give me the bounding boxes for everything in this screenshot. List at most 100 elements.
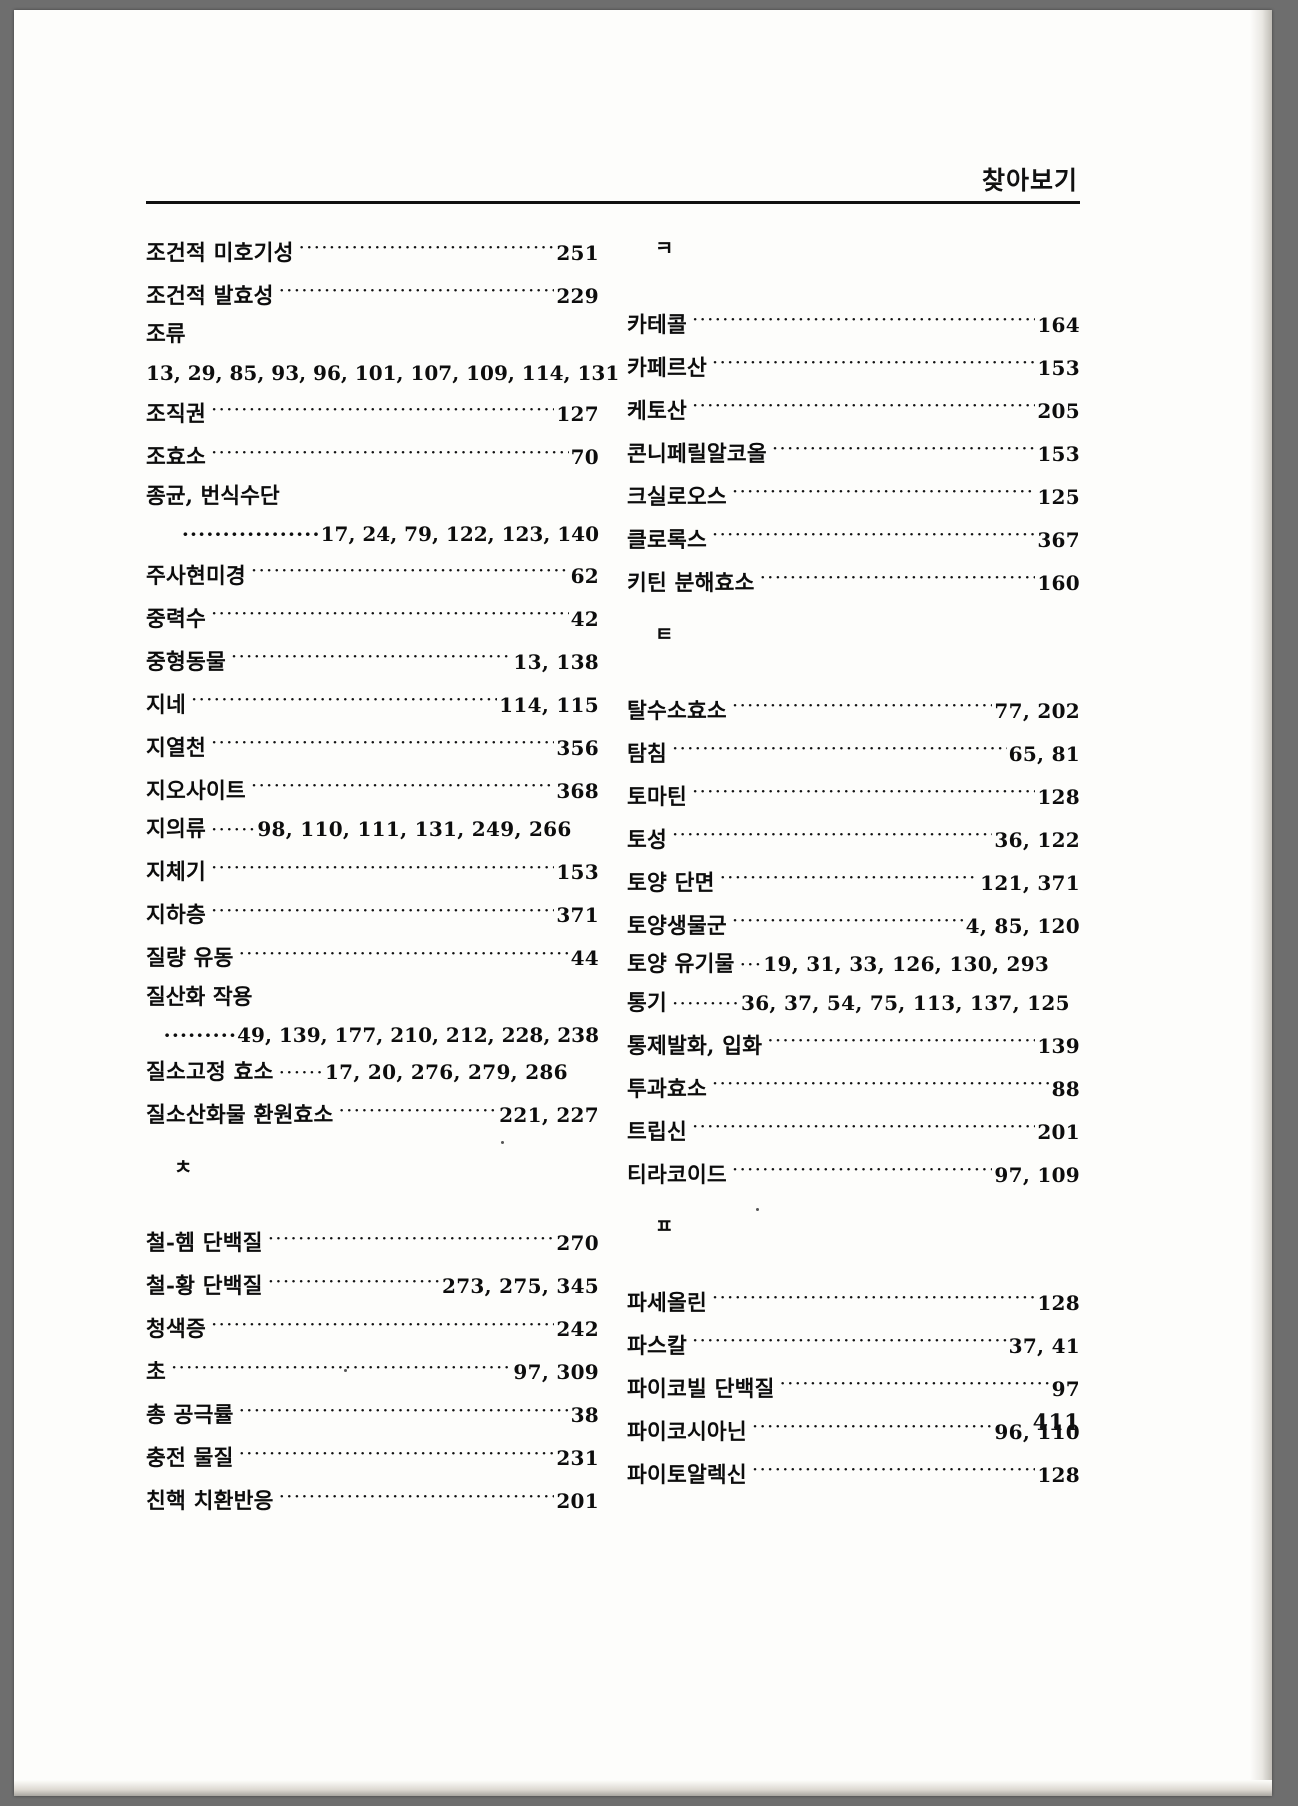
index-entry-pages: 368 bbox=[556, 778, 599, 803]
stray-speck bbox=[756, 1208, 759, 1211]
header-rule bbox=[146, 201, 1080, 205]
index-entry[interactable]: 탐침 65, 81 bbox=[627, 739, 1080, 765]
index-entry[interactable]: 지열천 356 bbox=[146, 733, 599, 759]
index-entry[interactable]: 중력수 42 bbox=[146, 604, 599, 630]
index-entry[interactable]: 토양생물군 4, 85, 120 bbox=[627, 911, 1080, 937]
index-entry[interactable]: 철-헴 단백질 270 bbox=[146, 1229, 599, 1255]
index-entry-pages: 36, 37, 54, 75, 113, 137, 125 bbox=[741, 990, 1070, 1015]
index-entry-pages: 88 bbox=[1051, 1076, 1080, 1101]
dot-leader bbox=[211, 858, 554, 880]
index-entry-pages: 97, 109 bbox=[994, 1162, 1080, 1187]
index-entry[interactable]: 지네 114, 115 bbox=[146, 690, 599, 716]
index-entry[interactable]: 초 97, 309 bbox=[146, 1358, 599, 1384]
dot-leader bbox=[279, 1487, 555, 1509]
index-entry[interactable]: 파이코시아닌 96, 110 bbox=[627, 1417, 1080, 1443]
index-entry[interactable]: 청색증 242 bbox=[146, 1315, 599, 1341]
index-entry-pages: 231 bbox=[556, 1446, 599, 1470]
dot-leader bbox=[239, 1444, 555, 1466]
dot-leader bbox=[767, 1031, 1035, 1053]
index-entry[interactable]: 조건적 발효성 229 bbox=[146, 281, 599, 307]
index-entry[interactable]: 콘니페릴알코올 153 bbox=[627, 439, 1080, 465]
index-entry[interactable]: 케토산 205 bbox=[627, 396, 1080, 422]
dot-leader: ······ bbox=[210, 817, 257, 841]
dot-leader bbox=[239, 1401, 569, 1423]
index-entry-pages: 160 bbox=[1037, 570, 1080, 595]
index-entry[interactable]: 조직권 127 bbox=[146, 400, 599, 426]
index-entry-pages: 65, 81 bbox=[1008, 741, 1080, 766]
index-entry[interactable]: 주사현미경 62 bbox=[146, 561, 599, 587]
dot-leader bbox=[211, 901, 554, 923]
index-entry-term: 카테콜 bbox=[627, 312, 687, 338]
index-entry[interactable]: 토양 유기물 ··· 19, 31, 33, 126, 130, 293 bbox=[627, 954, 1080, 976]
dot-leader: ··· bbox=[739, 952, 763, 976]
index-entry-term: 파세올린 bbox=[627, 1290, 707, 1316]
index-entry[interactable]: 파이토알렉신 128 bbox=[627, 1460, 1080, 1486]
index-entry-pages: 96, 110 bbox=[994, 1419, 1080, 1444]
index-entry[interactable]: 친핵 치환반응 201 bbox=[146, 1487, 599, 1513]
index-entry[interactable]: 지체기 153 bbox=[146, 858, 599, 884]
index-entry[interactable]: 중형동물 13, 138 bbox=[146, 647, 599, 673]
dot-leader bbox=[231, 647, 511, 669]
index-entry-term: 콘니페릴알코올 bbox=[627, 441, 767, 467]
index-entry-pages: 242 bbox=[556, 1317, 599, 1341]
paper-edge-bottom bbox=[14, 1780, 1272, 1796]
index-entry[interactable]: 카테콜 164 bbox=[627, 310, 1080, 336]
index-entry-term: 통기 bbox=[627, 990, 667, 1016]
index-entry[interactable]: 크실로오스 125 bbox=[627, 482, 1080, 508]
index-entry-term: 지오사이트 bbox=[146, 778, 246, 804]
index-entry-term: 토양 유기물 bbox=[627, 952, 735, 977]
dot-leader: ········· bbox=[163, 1023, 238, 1047]
index-entry[interactable]: 질소고정 효소 ······ 17, 20, 276, 279, 286 bbox=[146, 1062, 599, 1084]
index-entry[interactable]: 지의류 ······ 98, 110, 111, 131, 249, 266 bbox=[146, 819, 599, 841]
index-column-left: 조건적 미호기성 251 조건적 발효성 229 조류 13, 29, 85, 93, 9… bbox=[146, 238, 619, 1530]
index-entry[interactable]: 파세올린 128 bbox=[627, 1288, 1080, 1314]
index-entry-pages: 153 bbox=[556, 860, 599, 884]
index-entry[interactable]: 티라코이드 97, 109 bbox=[627, 1160, 1080, 1186]
index-entry-pages: 153 bbox=[1037, 355, 1080, 380]
index-entry-term: 중형동물 bbox=[146, 649, 226, 675]
index-entry[interactable]: 파스칼 37, 41 bbox=[627, 1331, 1080, 1357]
index-entry[interactable]: 클로록스 367 bbox=[627, 525, 1080, 551]
index-entry[interactable]: 충전 물질 231 bbox=[146, 1444, 599, 1470]
dot-leader bbox=[712, 1074, 1050, 1096]
index-entry[interactable]: 키틴 분해효소 160 bbox=[627, 568, 1080, 594]
index-entry[interactable]: 토양 단면 121, 371 bbox=[627, 868, 1080, 894]
index-entry-pages: 13, 138 bbox=[513, 649, 599, 674]
index-entry-term: 친핵 치환반응 bbox=[146, 1489, 274, 1514]
dot-leader bbox=[720, 868, 979, 890]
index-entry-pages: 44 bbox=[570, 946, 599, 970]
index-term-heading: 질산화 작용 bbox=[146, 984, 253, 1010]
index-entry[interactable]: 파이코빌 단백질 97 bbox=[627, 1374, 1080, 1400]
index-entry[interactable]: 투과효소 88 bbox=[627, 1074, 1080, 1100]
index-entry-term: 지의류 bbox=[146, 817, 206, 842]
index-entry[interactable]: 토성 36, 122 bbox=[627, 825, 1080, 851]
index-entry[interactable]: 트립신 201 bbox=[627, 1117, 1080, 1143]
index-entry[interactable]: 철-황 단백질 273, 275, 345 bbox=[146, 1272, 599, 1298]
index-entry[interactable]: 토마틴 128 bbox=[627, 782, 1080, 808]
index-entry[interactable]: 지하층 371 bbox=[146, 901, 599, 927]
index-entry[interactable]: 조건적 미호기성 251 bbox=[146, 238, 599, 264]
index-entry[interactable]: 질소산화물 환원효소 221, 227 bbox=[146, 1101, 599, 1127]
index-term-heading: 조류 bbox=[146, 322, 186, 347]
index-entry-term: 키틴 분해효소 bbox=[627, 570, 755, 596]
index-entry[interactable]: 카페르산 153 bbox=[627, 353, 1080, 379]
index-page-numbers: 17, 24, 79, 122, 123, 140 bbox=[320, 522, 599, 546]
section-divider-letter: ㅊ bbox=[174, 1154, 193, 1179]
index-entry[interactable]: 통제발화, 입화 139 bbox=[627, 1031, 1080, 1057]
dot-leader bbox=[712, 1288, 1035, 1310]
dot-leader bbox=[712, 353, 1035, 375]
index-entry[interactable]: 통기 ········· 36, 37, 54, 75, 113, 137, 125 bbox=[627, 990, 1080, 1016]
page-number: 411 bbox=[1032, 1410, 1080, 1436]
index-entry[interactable]: 지오사이트 368 bbox=[146, 776, 599, 802]
index-entry[interactable]: 총 공극률 38 bbox=[146, 1401, 599, 1427]
index-entry[interactable]: 질량 유동 44 bbox=[146, 944, 599, 970]
index-entry-term: 철-황 단백질 bbox=[146, 1274, 263, 1299]
index-entry[interactable]: 조효소 70 bbox=[146, 443, 599, 469]
index-columns: 조건적 미호기성 251 조건적 발효성 229 조류 13, 29, 85, 93, 9… bbox=[146, 238, 1080, 1530]
index-entry[interactable]: 탈수소효소 77, 202 bbox=[627, 696, 1080, 722]
index-entry-pages: 128 bbox=[1037, 784, 1080, 809]
dot-leader bbox=[171, 1358, 511, 1380]
dot-leader bbox=[712, 525, 1035, 547]
index-entry-pages: 251 bbox=[556, 240, 599, 265]
index-entry-pages: 139 bbox=[1037, 1033, 1080, 1058]
